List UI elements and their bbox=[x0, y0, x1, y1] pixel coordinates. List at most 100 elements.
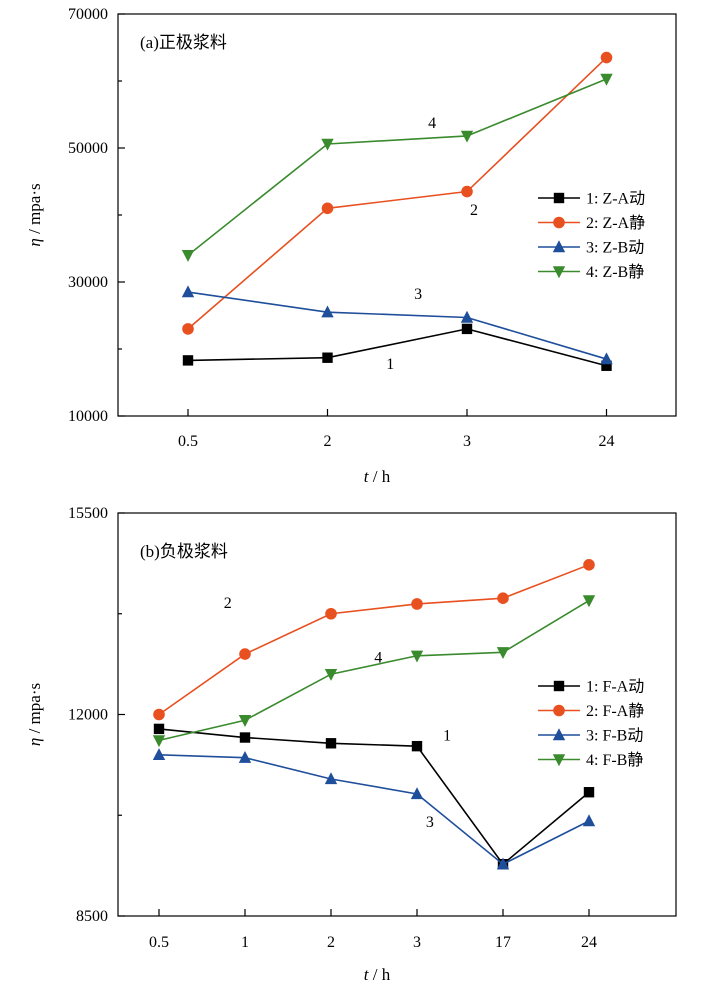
data-point bbox=[411, 598, 423, 610]
legend-entry: 1: Z-A动 bbox=[586, 190, 645, 208]
data-point bbox=[497, 592, 509, 605]
x-tick-label: 0.5 bbox=[178, 433, 198, 450]
legend-swatch-marker bbox=[552, 754, 566, 767]
series-2 bbox=[153, 559, 595, 721]
data-point bbox=[496, 647, 510, 660]
series-line bbox=[187, 328, 607, 367]
data-point bbox=[321, 305, 334, 318]
legend-entry: 3: F-B动 bbox=[586, 727, 643, 745]
data-point bbox=[152, 735, 166, 748]
data-point bbox=[321, 202, 334, 215]
panel-label: (a)正极浆料 bbox=[140, 33, 227, 52]
legend-swatch-marker bbox=[552, 240, 566, 253]
data-point bbox=[181, 285, 195, 298]
y-tick-label: 10000 bbox=[68, 408, 108, 425]
legend-entry: 3: Z-B动 bbox=[586, 239, 644, 257]
series-line bbox=[158, 599, 590, 742]
data-point bbox=[322, 352, 333, 363]
legend-swatch-marker bbox=[552, 266, 566, 279]
data-point bbox=[324, 669, 338, 681]
data-point bbox=[583, 787, 595, 798]
y-tick-label: 15500 bbox=[68, 505, 108, 522]
data-point bbox=[152, 748, 166, 760]
legend-entry: 2: Z-A静 bbox=[586, 214, 645, 232]
x-tick-label: 0.5 bbox=[149, 934, 169, 951]
series-annotation: 3 bbox=[426, 814, 434, 831]
data-point bbox=[238, 750, 252, 763]
x-tick-label: 3 bbox=[413, 934, 421, 951]
series-line bbox=[187, 291, 607, 360]
x-tick-label: 2 bbox=[324, 433, 332, 450]
data-point bbox=[153, 708, 165, 721]
x-tick-label: 17 bbox=[495, 934, 511, 951]
series-line bbox=[158, 564, 590, 716]
data-point bbox=[182, 355, 194, 366]
data-point bbox=[153, 723, 165, 735]
data-point bbox=[410, 787, 424, 800]
data-point bbox=[411, 740, 423, 752]
series-3 bbox=[181, 285, 613, 365]
series-annotation: 2 bbox=[224, 595, 232, 612]
data-point bbox=[325, 607, 337, 620]
data-point bbox=[461, 323, 473, 335]
data-point bbox=[600, 73, 613, 86]
x-tick-label: 1 bbox=[241, 934, 249, 951]
y-tick-label: 8500 bbox=[76, 908, 108, 925]
data-point bbox=[582, 814, 596, 827]
data-point bbox=[325, 738, 337, 749]
legend: 1: Z-A动 2: Z-A静 3: Z-B动 4: Z-B静 bbox=[538, 190, 645, 281]
panel-label: (b)负极浆料 bbox=[140, 542, 228, 561]
legend-swatch-marker bbox=[553, 216, 565, 229]
series-annotation: 1 bbox=[443, 727, 451, 744]
data-point bbox=[460, 310, 474, 323]
y-tick-label: 70000 bbox=[68, 6, 108, 23]
y-axis-title: η / mpa·s bbox=[25, 683, 44, 746]
data-point bbox=[239, 648, 251, 660]
data-point bbox=[410, 650, 424, 663]
data-point bbox=[321, 138, 334, 151]
legend-swatch-marker bbox=[553, 704, 565, 717]
x-axis-title: t / h bbox=[364, 965, 391, 984]
x-tick-label: 3 bbox=[463, 433, 471, 450]
x-tick-label: 2 bbox=[327, 934, 335, 951]
x-axis-title: t / h bbox=[364, 467, 391, 486]
data-point bbox=[601, 360, 612, 371]
series-3 bbox=[152, 748, 596, 870]
data-point bbox=[181, 250, 195, 262]
legend-entry: 4: Z-B静 bbox=[586, 263, 644, 281]
data-point bbox=[600, 51, 613, 64]
legend-entry: 4: F-B静 bbox=[586, 751, 643, 769]
data-point bbox=[238, 715, 252, 727]
series-annotation: 4 bbox=[428, 115, 436, 132]
series-4 bbox=[181, 73, 613, 262]
series-annotation: 2 bbox=[470, 202, 478, 219]
data-point bbox=[461, 185, 473, 198]
series-line bbox=[158, 754, 590, 866]
y-tick-label: 30000 bbox=[68, 274, 108, 291]
series-line bbox=[158, 728, 590, 866]
data-point bbox=[182, 323, 194, 335]
series-annotation: 4 bbox=[374, 650, 382, 667]
x-tick-label: 24 bbox=[581, 934, 597, 951]
series-line bbox=[187, 56, 608, 330]
series-annotation: 1 bbox=[386, 356, 394, 373]
data-point bbox=[583, 559, 595, 571]
series-2 bbox=[182, 51, 613, 335]
data-point bbox=[496, 857, 510, 870]
y-tick-label: 50000 bbox=[68, 140, 108, 157]
legend-entry: 1: F-A动 bbox=[586, 678, 644, 696]
legend-entry: 2: F-A静 bbox=[586, 702, 644, 720]
series-1 bbox=[153, 723, 595, 870]
x-tick-label: 24 bbox=[599, 433, 615, 450]
legend-swatch-marker bbox=[552, 728, 566, 741]
legend-swatch-marker bbox=[553, 680, 565, 692]
legend-swatch-marker bbox=[553, 192, 565, 204]
data-point bbox=[582, 595, 596, 608]
data-point bbox=[324, 772, 338, 785]
data-point bbox=[460, 130, 474, 143]
series-4 bbox=[152, 595, 596, 748]
data-point bbox=[600, 352, 613, 365]
